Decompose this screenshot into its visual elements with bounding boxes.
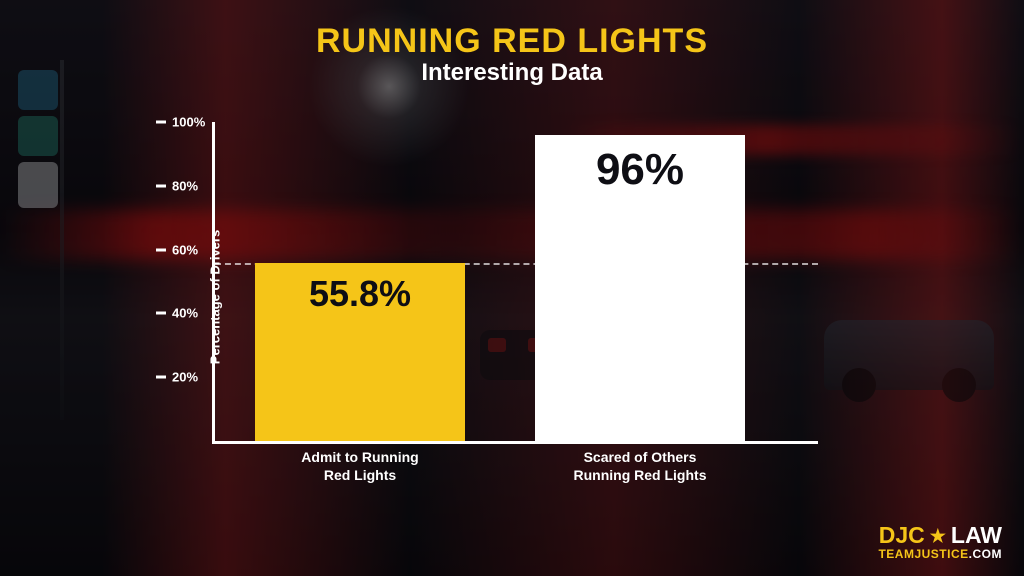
brand-logo: DJC ★ LAW TEAMJUSTICE.COM	[878, 524, 1002, 560]
x-axis-line	[212, 441, 818, 444]
y-tick: 100%	[156, 115, 205, 130]
y-tick: 60%	[156, 242, 198, 257]
y-tick: 20%	[156, 370, 198, 385]
chart-subtitle: Interesting Data	[0, 59, 1024, 87]
logo-tag-right: .COM	[969, 547, 1002, 561]
star-icon: ★	[930, 527, 946, 545]
y-tick: 80%	[156, 178, 198, 193]
bar-chart: Percentage of Drivers 55.8% Admit to Run…	[178, 122, 818, 472]
bar-x-label: Scared of Others Running Red Lights	[535, 449, 745, 484]
bar-value-label: 96%	[535, 145, 745, 195]
bar-scared: 96% Scared of Others Running Red Lights	[535, 135, 745, 441]
bar-x-label: Admit to Running Red Lights	[255, 449, 465, 484]
logo-brand-right: LAW	[951, 524, 1002, 547]
chart-title: RUNNING RED LIGHTS	[0, 22, 1024, 61]
y-tick: 40%	[156, 306, 198, 321]
logo-brand-left: DJC	[879, 524, 925, 547]
bar-value-label: 55.8%	[255, 273, 465, 315]
logo-tag-left: TEAMJUSTICE	[878, 547, 968, 561]
bar-admit: 55.8% Admit to Running Red Lights	[255, 263, 465, 441]
